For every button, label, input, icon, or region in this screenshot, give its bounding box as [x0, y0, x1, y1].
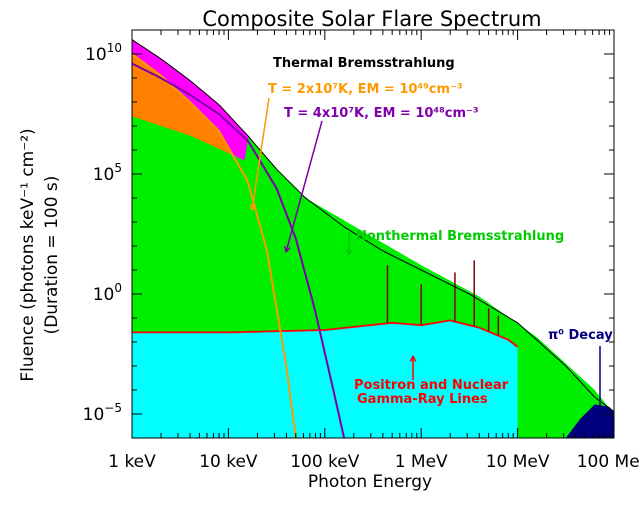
axes-frame [131, 29, 615, 439]
y-axis-label-line1: Fluence (photons keV⁻¹ cm⁻²) [18, 128, 38, 381]
area-gamma-continuum [132, 320, 518, 438]
annotation-pion: π⁰ Decay [548, 328, 613, 343]
axes [131, 29, 615, 439]
arrow-t2 [285, 120, 323, 253]
arrow-pion-head [596, 408, 604, 415]
y-axis-label-line2: (Duration = 100 s) [42, 176, 62, 335]
y-tick-label: 10−5 [83, 401, 122, 425]
line-total-envelope [131, 39, 615, 412]
annotation-gamma-line1: Positron and Nuclear [354, 378, 509, 393]
arrow-t1-head [249, 204, 257, 211]
annotations: Thermal Bremsstrahlung T = 2x10⁷K, EM = … [268, 56, 613, 407]
annotation-gamma-line2: Gamma-Ray Lines [357, 392, 488, 407]
x-tick-label: 1 MeV [395, 452, 448, 472]
chart-title: Composite Solar Flare Spectrum [202, 7, 541, 31]
y-tick-label: 1010 [85, 41, 122, 65]
x-tick-label: 100 keV [290, 452, 360, 472]
tick-labels: 1 keV 10 keV 100 keV 1 MeV 10 MeV 100 MeV 10−5… [83, 41, 640, 472]
line-thermal-t1 [131, 53, 297, 439]
x-tick-label: 10 MeV [486, 452, 550, 472]
x-tick-label: 1 keV [108, 452, 156, 472]
line-gamma-continuum [132, 319, 519, 348]
arrow-gamma-head [409, 355, 417, 362]
arrow-nonthermal-head [345, 249, 353, 256]
line-thermal-t2 [131, 62, 346, 439]
arrow-t2-head [284, 245, 291, 253]
x-axis-label: Photon Energy [308, 472, 432, 492]
annotation-nonthermal: Nonthermal Bremsstrahlung [356, 229, 564, 244]
plot-area [131, 39, 615, 439]
y-tick-label: 105 [93, 161, 122, 185]
annotation-t2: T = 4x10⁷K, EM = 10⁴⁸cm⁻³ [284, 106, 479, 121]
y-tick-label: 100 [93, 281, 122, 305]
x-tick-label: 10 keV [199, 452, 258, 472]
area-pion-decay [565, 404, 614, 438]
annotation-thermal-brems: Thermal Bremsstrahlung [273, 56, 455, 71]
x-tick-label: 100 MeV [577, 452, 640, 472]
arrow-t1 [251, 97, 270, 211]
annotation-t1: T = 2x10⁷K, EM = 10⁴⁹cm⁻³ [268, 82, 463, 97]
